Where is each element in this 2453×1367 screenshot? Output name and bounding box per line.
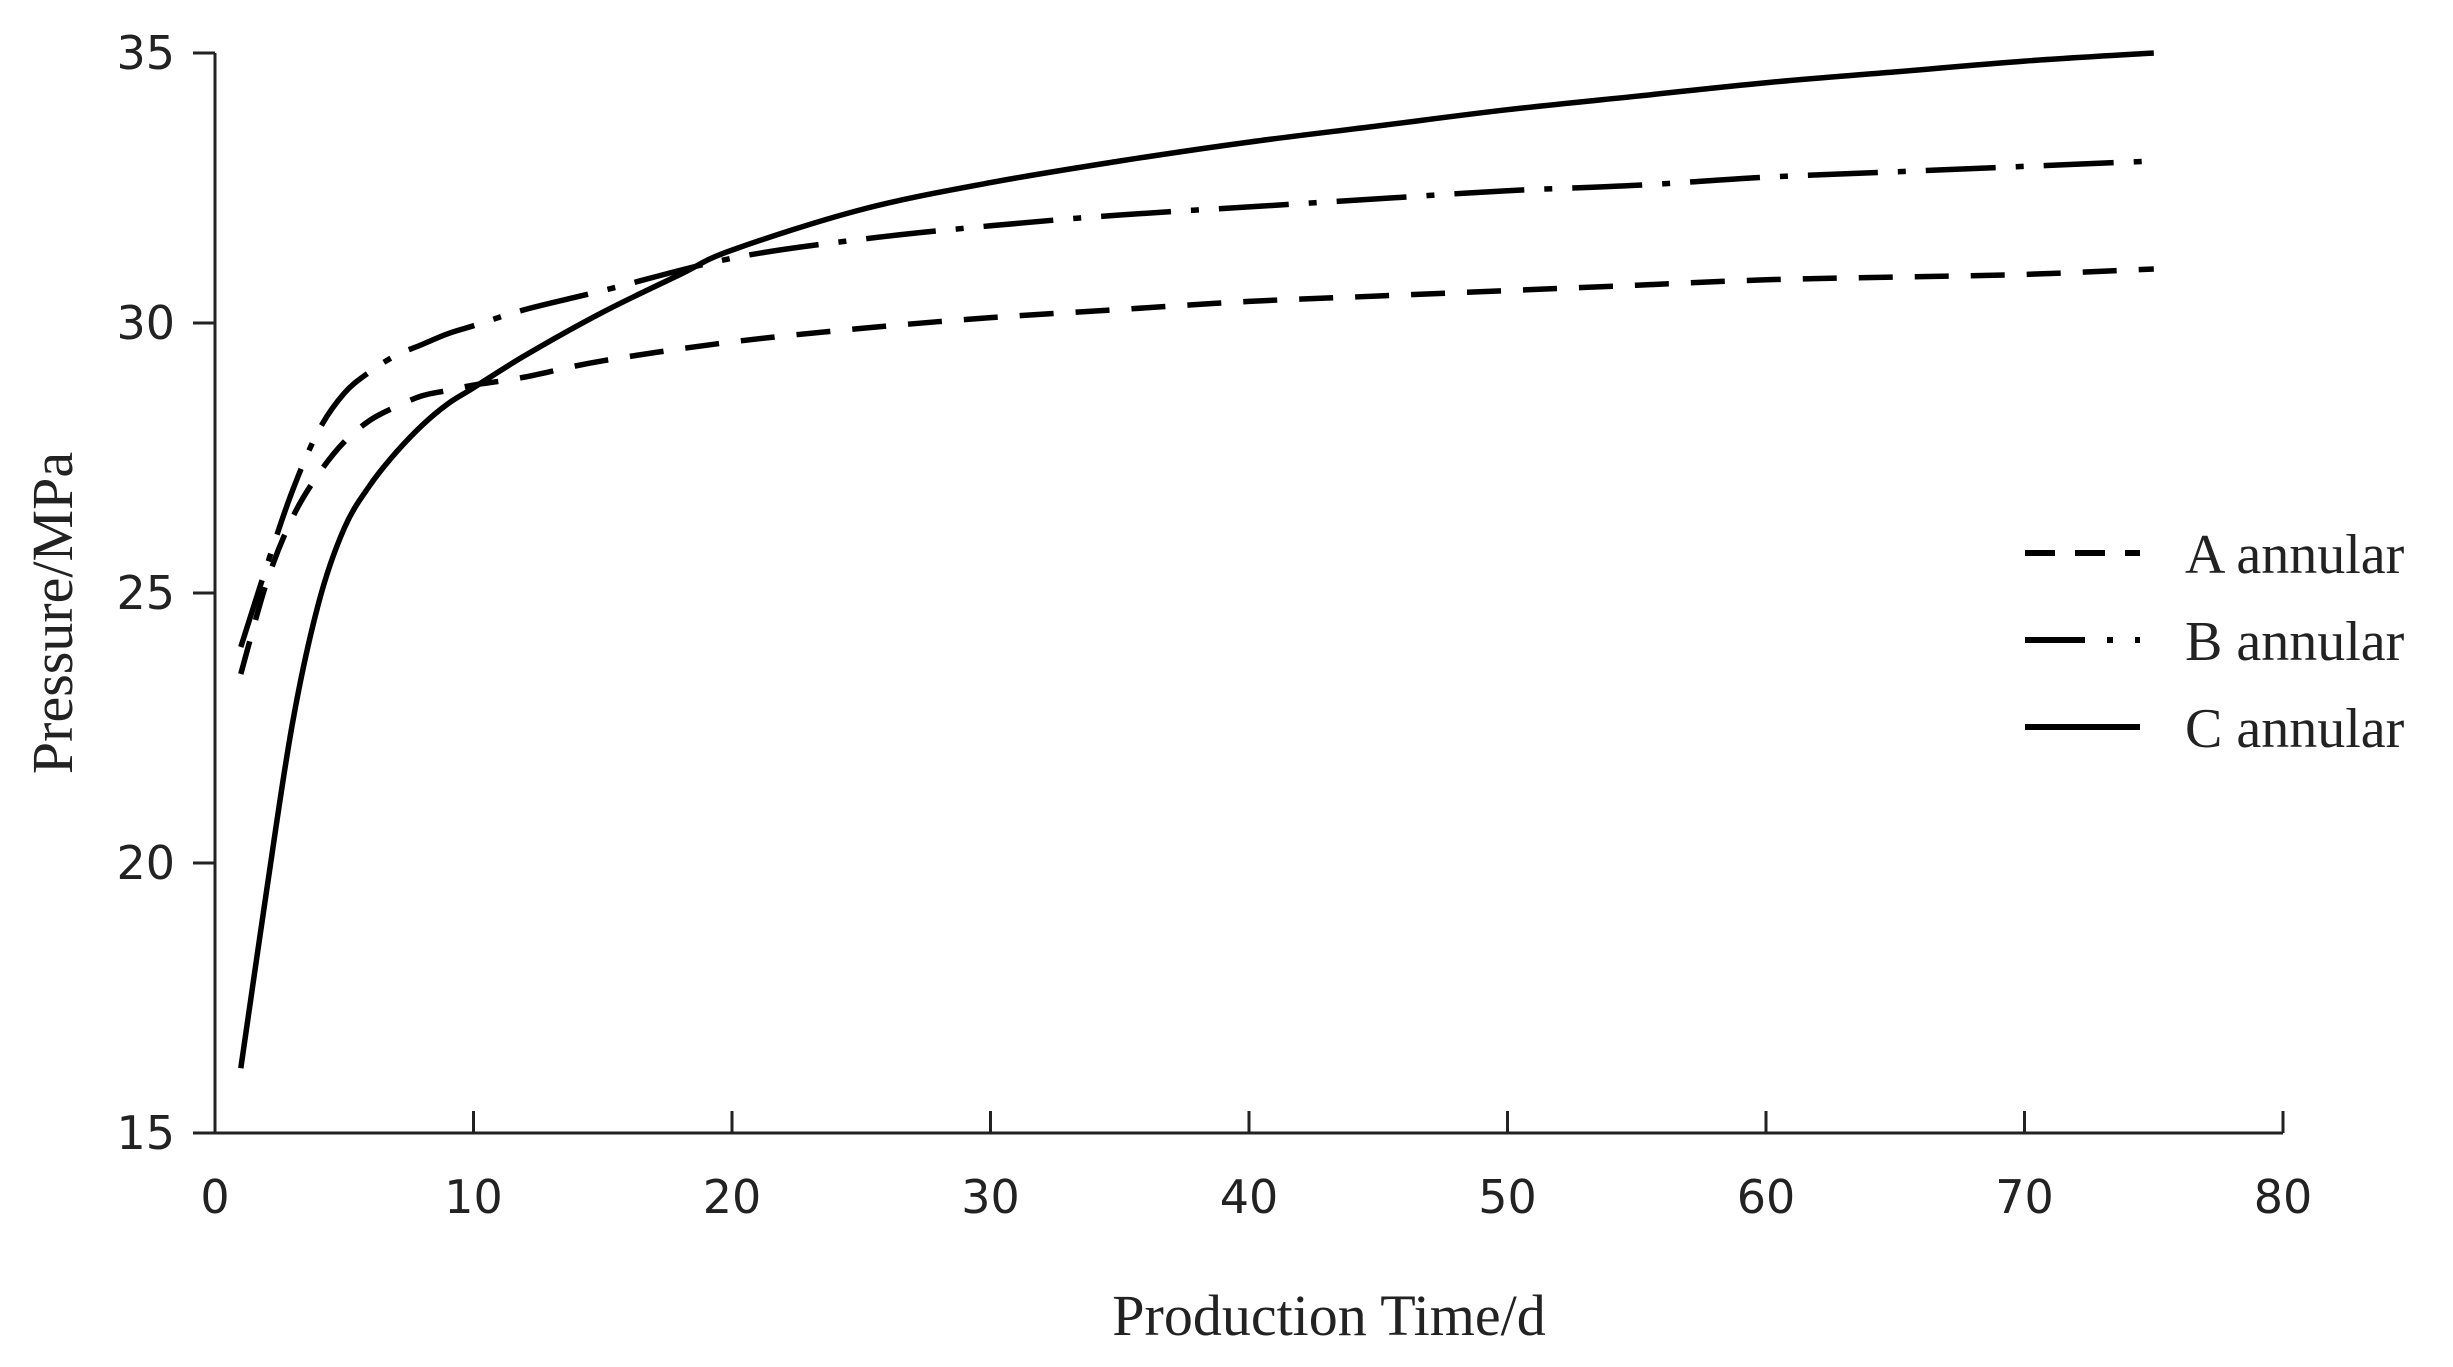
y-tick-label: 30 [116,296,175,350]
legend-label-b-annular: B annular [2185,611,2405,673]
series-lines [238,50,2154,1069]
x-tick-label: 70 [1995,1170,2054,1224]
series-line-c-annular [238,50,2154,1069]
y-axis-title: Pressure/MPa [20,452,85,774]
x-tick-label: 10 [444,1170,503,1224]
x-tick-label: 60 [1737,1170,1796,1224]
x-tick-label: 80 [2254,1170,2313,1224]
x-tick-label: 0 [200,1170,229,1224]
x-tick-label: 30 [961,1170,1020,1224]
y-tick-label: 35 [116,26,175,80]
x-tick-label: 50 [1478,1170,1537,1224]
y-tick-label: 15 [116,1106,175,1160]
axes: 0 10 20 30 40 50 60 70 80 15 20 25 30 35 [116,26,2312,1224]
legend-label-a-annular: A annular [2185,524,2405,586]
y-tick-label: 20 [116,836,175,890]
y-tick-label: 25 [116,566,175,620]
legend: A annular B annular C annular [2025,524,2405,760]
legend-label-c-annular: C annular [2185,698,2405,760]
x-tick-label: 40 [1220,1170,1279,1224]
x-axis-title: Production Time/d [1112,1283,1545,1348]
x-tick-label: 20 [703,1170,762,1224]
series-line-a-annular [238,266,2154,675]
series-line-b-annular [238,158,2154,648]
